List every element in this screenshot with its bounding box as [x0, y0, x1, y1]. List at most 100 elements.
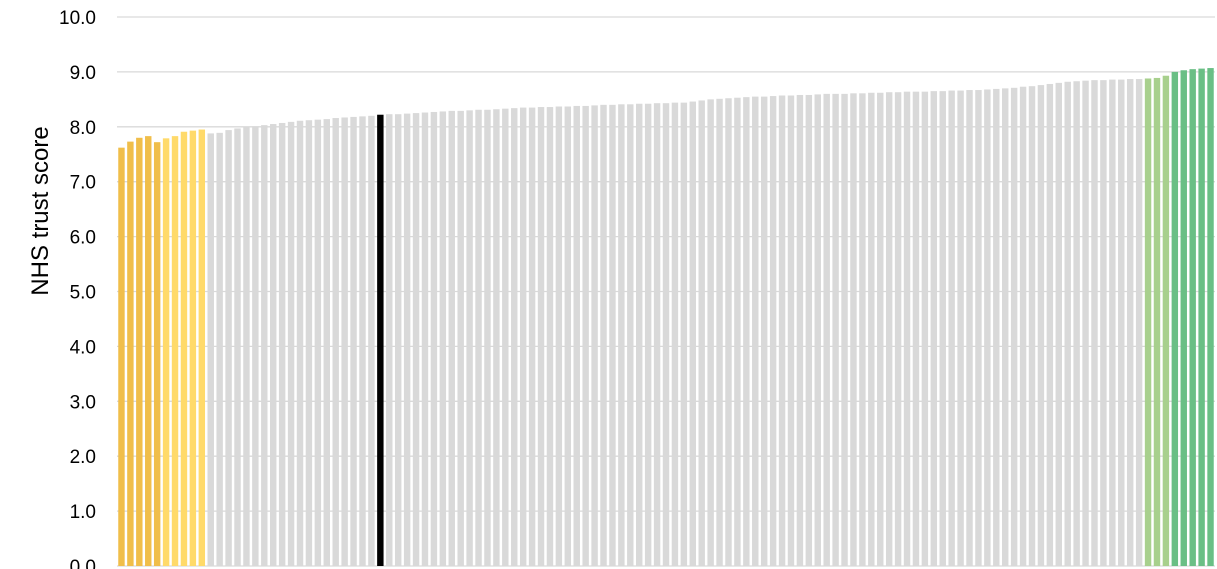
bar	[466, 110, 473, 566]
bar	[234, 128, 241, 566]
bar	[1082, 80, 1089, 567]
bar	[1109, 79, 1116, 566]
bar	[653, 103, 661, 566]
bar	[1189, 69, 1196, 567]
bar	[519, 107, 527, 566]
bar	[145, 136, 152, 566]
bar	[1091, 80, 1098, 566]
bar	[386, 114, 393, 567]
bar	[743, 97, 750, 567]
bar	[591, 105, 598, 566]
bar	[912, 91, 920, 566]
y-tick-label: 7.0	[70, 173, 96, 194]
bar	[600, 104, 607, 566]
bar	[171, 136, 179, 566]
bar	[216, 132, 223, 566]
bar	[368, 115, 375, 566]
bar	[734, 97, 741, 566]
bar	[350, 116, 357, 567]
y-axis-title: NHS trust score	[27, 126, 54, 295]
bar	[975, 90, 982, 567]
bar	[671, 102, 679, 566]
bar	[814, 94, 821, 566]
bar	[885, 92, 893, 567]
bar	[644, 103, 652, 567]
bar	[850, 93, 857, 566]
bar	[823, 93, 830, 567]
bar	[859, 93, 866, 566]
bar	[1028, 86, 1036, 567]
bar	[662, 103, 670, 566]
bar	[716, 98, 723, 567]
bar	[1198, 68, 1205, 567]
y-tick-label: 8.0	[70, 118, 96, 139]
bar	[609, 104, 616, 566]
bar	[1126, 79, 1134, 566]
bar	[689, 101, 696, 567]
bar	[564, 106, 572, 567]
bar	[555, 106, 563, 567]
y-tick-label: 0.0	[70, 557, 96, 569]
bar	[278, 122, 286, 567]
bar	[136, 137, 143, 566]
bar	[939, 91, 946, 567]
bar	[1118, 79, 1125, 566]
y-tick-label: 1.0	[70, 502, 96, 523]
bar	[198, 129, 206, 567]
bar	[1019, 86, 1027, 566]
bar	[528, 107, 536, 566]
bar	[760, 96, 768, 566]
bar	[769, 96, 777, 566]
bar	[778, 95, 786, 566]
bar	[180, 131, 188, 567]
bar	[752, 96, 759, 566]
bar	[412, 113, 420, 566]
bar	[1073, 81, 1080, 566]
bar	[1207, 68, 1214, 566]
y-tick-label: 4.0	[70, 337, 96, 358]
bar	[457, 110, 464, 566]
bar	[1055, 82, 1062, 566]
bar	[127, 141, 134, 566]
bar	[930, 91, 938, 567]
bar	[270, 124, 277, 567]
bar	[448, 110, 455, 566]
bar	[841, 93, 848, 567]
y-tick-label: 10.0	[59, 8, 96, 29]
bar	[1162, 75, 1170, 567]
bar	[993, 88, 1000, 567]
bar	[1144, 78, 1152, 567]
bar	[537, 107, 545, 566]
bar	[394, 114, 402, 567]
bar	[261, 125, 268, 567]
bar	[403, 113, 411, 567]
bar	[573, 105, 580, 566]
bar	[966, 90, 973, 567]
y-tick-label: 6.0	[70, 228, 96, 249]
bar	[903, 91, 911, 566]
bar	[1135, 79, 1143, 566]
y-tick-label: 2.0	[70, 447, 96, 468]
bar	[957, 90, 964, 566]
bar	[430, 111, 438, 566]
bar	[484, 109, 491, 566]
bar	[305, 120, 313, 567]
bar	[314, 119, 322, 566]
bar	[1064, 81, 1071, 566]
bar	[636, 103, 643, 567]
bar	[707, 99, 714, 566]
bar	[421, 112, 429, 566]
bar	[332, 118, 339, 567]
bar	[439, 111, 447, 567]
bar	[868, 92, 875, 566]
y-tick-label: 5.0	[70, 283, 96, 304]
bar	[984, 89, 991, 566]
bar	[502, 108, 509, 567]
bar	[1046, 83, 1054, 566]
bar	[189, 130, 197, 566]
bar	[805, 94, 813, 567]
bar	[323, 119, 330, 567]
bar	[1037, 85, 1045, 566]
bar	[287, 121, 295, 567]
